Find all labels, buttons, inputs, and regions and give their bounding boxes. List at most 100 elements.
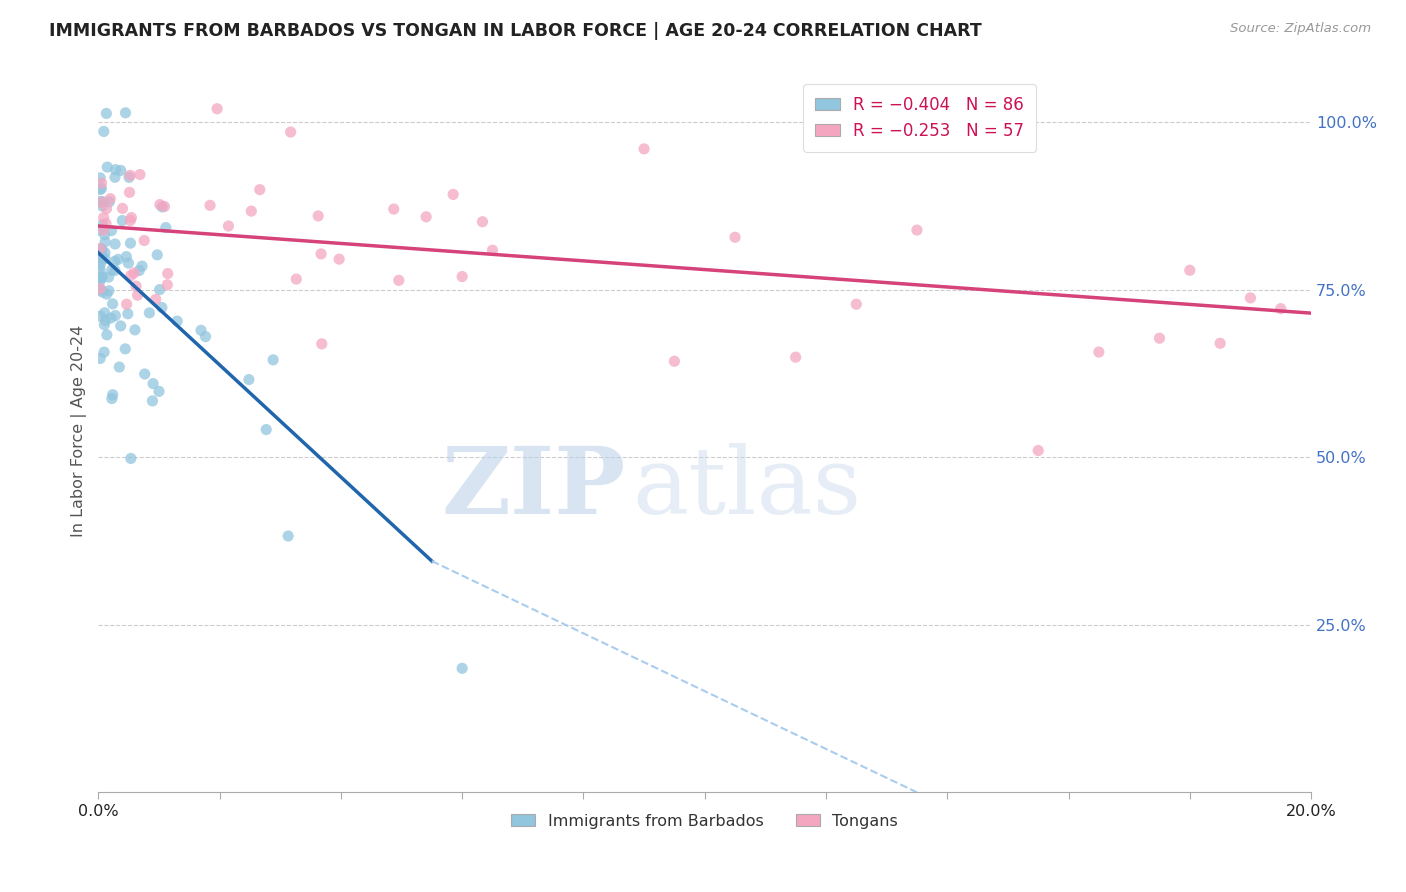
Point	[118, 170, 141, 185]
Point	[89, 183, 111, 197]
Point	[115, 297, 138, 311]
Point	[89, 309, 111, 323]
Point	[93, 318, 115, 332]
Point	[724, 230, 747, 244]
Point	[91, 194, 114, 209]
Point	[134, 234, 156, 248]
Point	[91, 251, 114, 265]
Point	[94, 217, 117, 231]
Point	[94, 245, 117, 260]
Point	[90, 181, 112, 195]
Point	[388, 273, 411, 287]
Point	[96, 202, 118, 216]
Point	[1088, 345, 1111, 359]
Point	[120, 211, 142, 225]
Point	[120, 169, 142, 183]
Point	[120, 451, 142, 466]
Point	[155, 220, 177, 235]
Point	[190, 323, 212, 337]
Point	[96, 106, 118, 120]
Text: Source: ZipAtlas.com: Source: ZipAtlas.com	[1230, 22, 1371, 36]
Point	[91, 244, 114, 258]
Point	[89, 263, 111, 277]
Point	[120, 213, 142, 227]
Point	[89, 250, 111, 264]
Point	[110, 163, 132, 178]
Point	[96, 327, 118, 342]
Point	[382, 202, 405, 216]
Point	[94, 235, 117, 249]
Point	[89, 170, 111, 185]
Point	[285, 272, 308, 286]
Point	[104, 162, 127, 177]
Point	[96, 160, 118, 174]
Point	[111, 213, 134, 227]
Point	[93, 223, 115, 237]
Point	[93, 306, 115, 320]
Point	[104, 237, 127, 252]
Point	[97, 270, 120, 285]
Point	[89, 282, 111, 296]
Point	[194, 329, 217, 343]
Point	[91, 285, 114, 299]
Point	[114, 105, 136, 120]
Point	[1239, 291, 1261, 305]
Point	[138, 306, 160, 320]
Point	[156, 267, 179, 281]
Point	[146, 248, 169, 262]
Point	[131, 259, 153, 273]
Point	[148, 384, 170, 399]
Point	[198, 198, 221, 212]
Point	[104, 263, 127, 277]
Point	[104, 170, 127, 185]
Point	[129, 168, 152, 182]
Point	[845, 297, 868, 311]
Point	[118, 186, 141, 200]
Point	[94, 313, 117, 327]
Point	[125, 279, 148, 293]
Point	[150, 200, 173, 214]
Legend: Immigrants from Barbados, Tongans: Immigrants from Barbados, Tongans	[505, 807, 904, 835]
Point	[111, 202, 134, 216]
Point	[415, 210, 437, 224]
Point	[93, 124, 115, 138]
Point	[311, 336, 333, 351]
Point	[89, 351, 111, 366]
Point	[107, 252, 129, 267]
Point	[481, 244, 503, 258]
Point	[277, 529, 299, 543]
Point	[124, 323, 146, 337]
Point	[89, 258, 111, 272]
Point	[114, 342, 136, 356]
Point	[101, 388, 124, 402]
Point	[149, 197, 172, 211]
Point	[93, 345, 115, 359]
Text: IMMIGRANTS FROM BARBADOS VS TONGAN IN LABOR FORCE | AGE 20-24 CORRELATION CHART: IMMIGRANTS FROM BARBADOS VS TONGAN IN LA…	[49, 22, 981, 40]
Point	[1026, 443, 1049, 458]
Point	[785, 350, 807, 364]
Point	[91, 199, 114, 213]
Point	[240, 204, 263, 219]
Point	[91, 218, 114, 232]
Point	[128, 263, 150, 277]
Point	[451, 269, 474, 284]
Point	[120, 236, 142, 251]
Point	[117, 307, 139, 321]
Point	[280, 125, 302, 139]
Point	[89, 242, 111, 256]
Point	[153, 200, 176, 214]
Point	[98, 194, 121, 209]
Point	[471, 215, 494, 229]
Point	[93, 227, 115, 242]
Point	[89, 194, 111, 209]
Point	[97, 284, 120, 298]
Point	[108, 359, 131, 374]
Text: atlas: atlas	[631, 443, 862, 533]
Point	[90, 195, 112, 210]
Point	[205, 102, 228, 116]
Point	[127, 288, 149, 302]
Point	[262, 352, 284, 367]
Point	[93, 211, 115, 225]
Point	[104, 309, 127, 323]
Point	[98, 192, 121, 206]
